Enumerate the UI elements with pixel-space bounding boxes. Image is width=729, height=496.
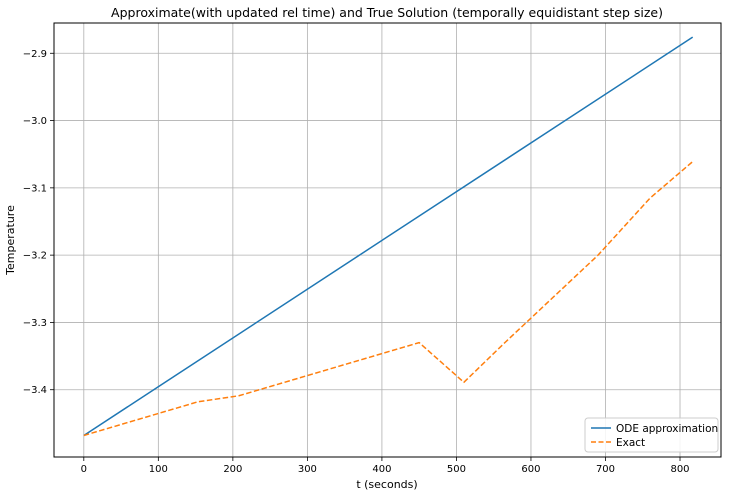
x-tick-label: 300 xyxy=(298,464,317,475)
y-tick-label: −3.4 xyxy=(23,385,47,396)
grid xyxy=(54,23,721,457)
legend-box xyxy=(584,417,719,453)
legend-label-exact: Exact xyxy=(616,437,645,449)
x-tick-label: 600 xyxy=(521,464,540,475)
x-tick-label: 800 xyxy=(670,464,689,475)
x-tick-label: 400 xyxy=(372,464,391,475)
chart-title: Approximate(with updated rel time) and T… xyxy=(111,5,663,20)
x-axis: 0 100 200 300 400 500 600 700 800 xyxy=(81,457,690,475)
legend: ODE approximation Exact xyxy=(584,417,719,453)
x-tick-label: 0 xyxy=(81,464,87,475)
x-tick-label: 200 xyxy=(223,464,242,475)
y-tick-label: −2.9 xyxy=(23,49,47,60)
y-tick-label: −3.2 xyxy=(23,251,47,262)
series-layer xyxy=(83,36,694,437)
x-tick-label: 500 xyxy=(447,464,466,475)
y-tick-label: −3.3 xyxy=(23,318,47,329)
y-axis: −2.9 −3.0 −3.1 −3.2 −3.3 −3.4 xyxy=(23,49,54,396)
series-line-exact xyxy=(83,161,694,437)
legend-label-ode: ODE approximation xyxy=(616,423,718,435)
y-tick-label: −3.0 xyxy=(23,116,47,127)
y-tick-label: −3.1 xyxy=(23,183,47,194)
y-axis-label: Temperature xyxy=(4,205,17,276)
x-tick-label: 700 xyxy=(596,464,615,475)
x-tick-label: 100 xyxy=(149,464,168,475)
series-line-ode-approximation xyxy=(83,36,694,437)
x-axis-label: t (seconds) xyxy=(356,478,417,491)
plot-area-frame xyxy=(53,22,722,458)
